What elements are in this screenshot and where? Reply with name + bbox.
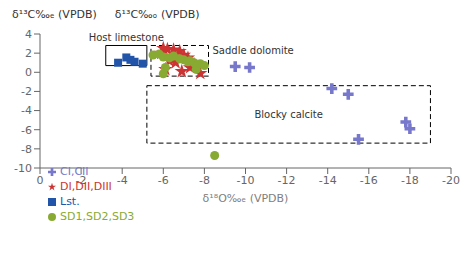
svg-text:-6: -6 xyxy=(158,174,169,187)
svg-text:δ¹⁸O‰ₑ (VPDB): δ¹⁸O‰ₑ (VPDB) xyxy=(203,192,289,205)
svg-text:-8: -8 xyxy=(199,174,210,187)
svg-text:-16: -16 xyxy=(360,174,378,187)
svg-text:0: 0 xyxy=(37,174,44,187)
svg-text:0: 0 xyxy=(25,66,32,79)
svg-text:-10: -10 xyxy=(14,162,32,175)
svg-text:Saddle dolomite: Saddle dolomite xyxy=(213,45,294,56)
svg-text:-6: -6 xyxy=(21,124,32,137)
svg-text:-20: -20 xyxy=(442,174,460,187)
svg-text:-2: -2 xyxy=(21,85,32,98)
svg-text:-12: -12 xyxy=(278,174,296,187)
svg-text:4: 4 xyxy=(25,28,32,41)
svg-text:Blocky calcite: Blocky calcite xyxy=(254,109,323,120)
svg-text:Host limestone: Host limestone xyxy=(89,32,164,43)
svg-text:-4: -4 xyxy=(21,104,32,117)
svg-text:2: 2 xyxy=(25,47,32,60)
svg-text:-18: -18 xyxy=(401,174,419,187)
svg-text:-8: -8 xyxy=(21,143,32,156)
svg-text:-4: -4 xyxy=(117,174,128,187)
svg-text:-14: -14 xyxy=(319,174,337,187)
svg-text:-2: -2 xyxy=(76,174,87,187)
svg-text:-10: -10 xyxy=(237,174,255,187)
